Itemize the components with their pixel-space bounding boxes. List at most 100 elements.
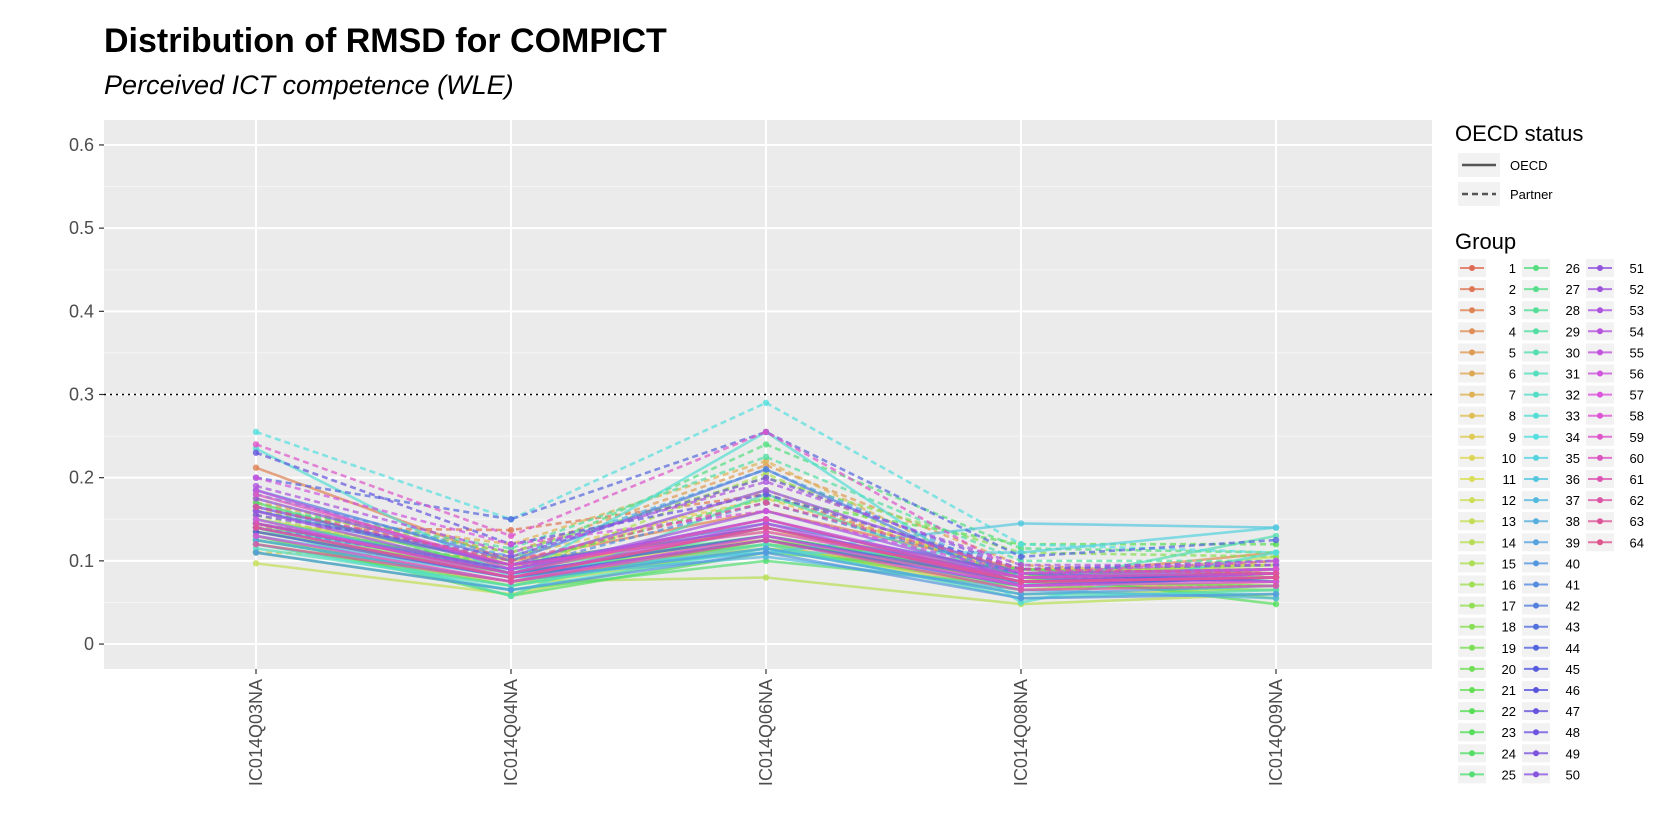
legend-group-key-point: [1533, 729, 1539, 736]
data-point-23: [1272, 600, 1280, 608]
legend-group-label: 36: [1566, 472, 1580, 487]
legend-group-key-point: [1533, 518, 1539, 525]
legend-group-key-point: [1597, 349, 1603, 356]
data-point-40: [1017, 595, 1025, 602]
data-point-36: [1017, 520, 1025, 527]
legend-group-key-point: [1469, 307, 1475, 314]
legend-group-label: 35: [1566, 451, 1580, 466]
legend-group-key-point: [1533, 665, 1539, 672]
legend-group-key-point: [1533, 497, 1539, 504]
legend-group-key-point: [1597, 286, 1603, 293]
legend-group-key-point: [1533, 328, 1539, 335]
legend-group-key-point: [1469, 665, 1475, 672]
legend-group-label: 1: [1509, 261, 1516, 276]
legend-group-label: 27: [1566, 282, 1580, 297]
series-line-53: [255, 480, 1276, 567]
data-point-53: [507, 549, 515, 556]
legend-group-key-point: [1533, 771, 1539, 778]
data-point-59: [507, 532, 515, 540]
legend-group-label: 12: [1502, 493, 1516, 508]
data-point-64: [1272, 574, 1280, 581]
data-point-40: [507, 586, 515, 594]
legend-group-key-point: [1597, 391, 1603, 398]
data-point-53: [762, 478, 770, 486]
legend-group-key-point: [1597, 539, 1603, 546]
legend-group-key-point: [1469, 328, 1475, 335]
data-point-62: [1017, 586, 1025, 594]
legend-group-label: 2: [1509, 282, 1516, 297]
legend-group-key-point: [1469, 391, 1475, 398]
data-point-56: [1272, 557, 1280, 565]
data-point-56: [507, 541, 515, 548]
legend-group-key-point: [1469, 623, 1475, 630]
data-point-56: [762, 507, 770, 515]
data-point-34: [1017, 541, 1025, 548]
legend-group-label: 17: [1502, 599, 1516, 614]
legend-group-label: 33: [1566, 409, 1580, 424]
legend-group-key-point: [1533, 391, 1539, 398]
legend-group-key-point: [1597, 518, 1603, 525]
legend-group-key-point: [1469, 476, 1475, 482]
legend-group-label: 5: [1509, 345, 1516, 360]
legend-group-label: 38: [1566, 514, 1580, 529]
y-axis: 0 0.1 0.2 0.3 0.4 0.5 0.6: [69, 135, 104, 654]
data-point-34: [252, 428, 260, 436]
legend-status-title: OECD status: [1455, 121, 1583, 146]
y-tick-label: 0: [84, 634, 94, 654]
legend-group-label: 63: [1630, 514, 1644, 529]
legend-group-label: 18: [1502, 620, 1516, 635]
legend-group-label: 26: [1566, 261, 1580, 276]
legend-group-label: 29: [1566, 324, 1580, 339]
legend-group-key-point: [1469, 349, 1475, 356]
legend-group-key-point: [1533, 412, 1539, 419]
data-point-40: [1272, 590, 1280, 598]
legend-group-key-point: [1533, 708, 1539, 715]
data-point-64: [762, 524, 770, 531]
data-point-63: [762, 499, 770, 506]
legend-group-key-point: [1469, 518, 1475, 525]
legend-group-label: 45: [1566, 662, 1580, 677]
data-point-3: [252, 464, 260, 471]
data-point-62: [762, 536, 770, 544]
legend-group-key-point: [1597, 307, 1603, 314]
legend-group-label: 34: [1566, 430, 1580, 445]
legend-group-key-point: [1533, 560, 1539, 567]
legend-group-label: 49: [1566, 746, 1580, 761]
data-point-47: [252, 449, 260, 456]
legend-group-key-point: [1469, 433, 1475, 440]
chart-title: Distribution of RMSD for COMPICT: [104, 22, 667, 60]
legend-group-label: 51: [1630, 261, 1644, 276]
legend-group-label: 23: [1502, 725, 1516, 740]
legend-group-label: 15: [1502, 556, 1516, 571]
legend-group-label: 3: [1509, 303, 1516, 318]
legend-group-label: 30: [1566, 345, 1580, 360]
x-tick-label: IC014Q06NA: [756, 679, 776, 786]
legend-group-label: 48: [1566, 725, 1580, 740]
data-point-42: [762, 466, 770, 473]
legend-group-label: 39: [1566, 535, 1580, 550]
data-point-51: [762, 486, 770, 494]
legend-group-label: 8: [1509, 409, 1516, 424]
data-point-26: [762, 441, 770, 448]
x-tick-label: IC014Q09NA: [1266, 679, 1286, 786]
legend-status-label: Partner: [1510, 187, 1553, 202]
data-point-64: [1017, 578, 1025, 585]
legend-group-key-point: [1469, 750, 1475, 757]
legend-group-label: 64: [1630, 535, 1644, 550]
y-tick-label: 0.5: [69, 218, 94, 238]
series-line-59: [255, 430, 1277, 575]
legend-group-label: 25: [1502, 767, 1516, 782]
data-point-34: [1272, 549, 1280, 556]
legend-group-key-point: [1533, 454, 1539, 461]
legend-group-label: 47: [1566, 704, 1580, 719]
legend-group: Group 1234567891011121314151617181920212…: [1455, 229, 1644, 784]
data-point-63: [1017, 565, 1025, 573]
legend-group-key-point: [1469, 560, 1475, 567]
data-point-44: [1272, 536, 1280, 544]
legend-group-key-point: [1597, 476, 1603, 482]
data-point-2: [507, 526, 515, 534]
legend-group-key-point: [1533, 623, 1539, 630]
legend-group-key-point: [1597, 412, 1603, 419]
legend-group-label: 16: [1502, 578, 1516, 593]
legend-group-label: 55: [1630, 345, 1644, 360]
